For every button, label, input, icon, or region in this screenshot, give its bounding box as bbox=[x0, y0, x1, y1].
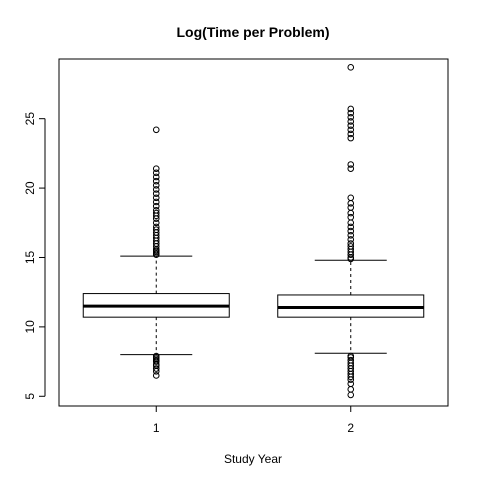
outlier-point bbox=[347, 213, 355, 221]
outlier-point bbox=[152, 372, 160, 379]
outlier-point bbox=[347, 109, 355, 117]
outlier-point bbox=[347, 204, 355, 211]
box-group-1 bbox=[82, 126, 230, 379]
outlier-point bbox=[152, 194, 160, 202]
y-tick-label: 25 bbox=[23, 112, 37, 126]
outlier-point bbox=[152, 177, 160, 185]
y-tick-label: 15 bbox=[23, 250, 37, 264]
outlier-point bbox=[347, 391, 355, 399]
y-tick-label: 5 bbox=[23, 393, 37, 400]
outlier-point bbox=[152, 206, 160, 214]
outlier-point bbox=[152, 182, 160, 189]
outlier-point bbox=[347, 122, 355, 129]
outlier-point bbox=[347, 200, 355, 207]
outlier-point bbox=[152, 190, 160, 197]
outlier-point bbox=[347, 113, 355, 121]
outlier-point bbox=[347, 130, 355, 138]
outlier-point bbox=[347, 209, 355, 217]
outlier-point bbox=[152, 365, 160, 372]
outlier-point bbox=[347, 161, 355, 168]
outlier-point bbox=[347, 243, 355, 250]
chart-title: Log(Time per Problem) bbox=[177, 24, 330, 40]
outlier-point bbox=[152, 223, 160, 231]
outlier-point bbox=[347, 231, 355, 239]
outlier-point bbox=[152, 165, 160, 172]
outlier-point bbox=[152, 198, 160, 206]
outlier-point bbox=[152, 169, 160, 177]
x-tick-label: 1 bbox=[153, 421, 160, 435]
outlier-point bbox=[347, 380, 355, 388]
outlier-point bbox=[347, 165, 355, 172]
y-tick-label: 10 bbox=[23, 320, 37, 334]
y-axis: 5 10 15 20 25 bbox=[23, 112, 46, 400]
outlier-point bbox=[347, 134, 355, 142]
outlier-point bbox=[152, 126, 160, 134]
outlier-point bbox=[347, 352, 355, 360]
outlier-point bbox=[347, 64, 355, 71]
boxes bbox=[82, 64, 425, 399]
outlier-point bbox=[347, 105, 355, 113]
outlier-point bbox=[347, 194, 355, 202]
outlier-point bbox=[347, 118, 355, 125]
outlier-point bbox=[347, 356, 355, 364]
outlier-point bbox=[347, 236, 355, 243]
y-tick-label: 20 bbox=[23, 181, 37, 195]
outlier-point bbox=[347, 240, 355, 247]
outlier-point bbox=[152, 173, 160, 181]
x-axis-label: Study Year bbox=[224, 452, 282, 466]
outlier-point bbox=[152, 202, 160, 210]
plot-frame bbox=[58, 58, 449, 407]
outlier-point bbox=[347, 219, 355, 227]
x-tick-label: 2 bbox=[347, 421, 354, 435]
outlier-point bbox=[152, 186, 160, 193]
outlier-point bbox=[152, 352, 160, 360]
outlier-point bbox=[152, 226, 160, 234]
outlier-point bbox=[152, 219, 160, 227]
outlier-point bbox=[347, 227, 355, 235]
outlier-point bbox=[347, 386, 355, 393]
box-group-2 bbox=[277, 64, 425, 399]
outlier-point bbox=[152, 209, 160, 217]
outlier-point bbox=[347, 223, 355, 231]
outlier-point bbox=[347, 126, 355, 134]
